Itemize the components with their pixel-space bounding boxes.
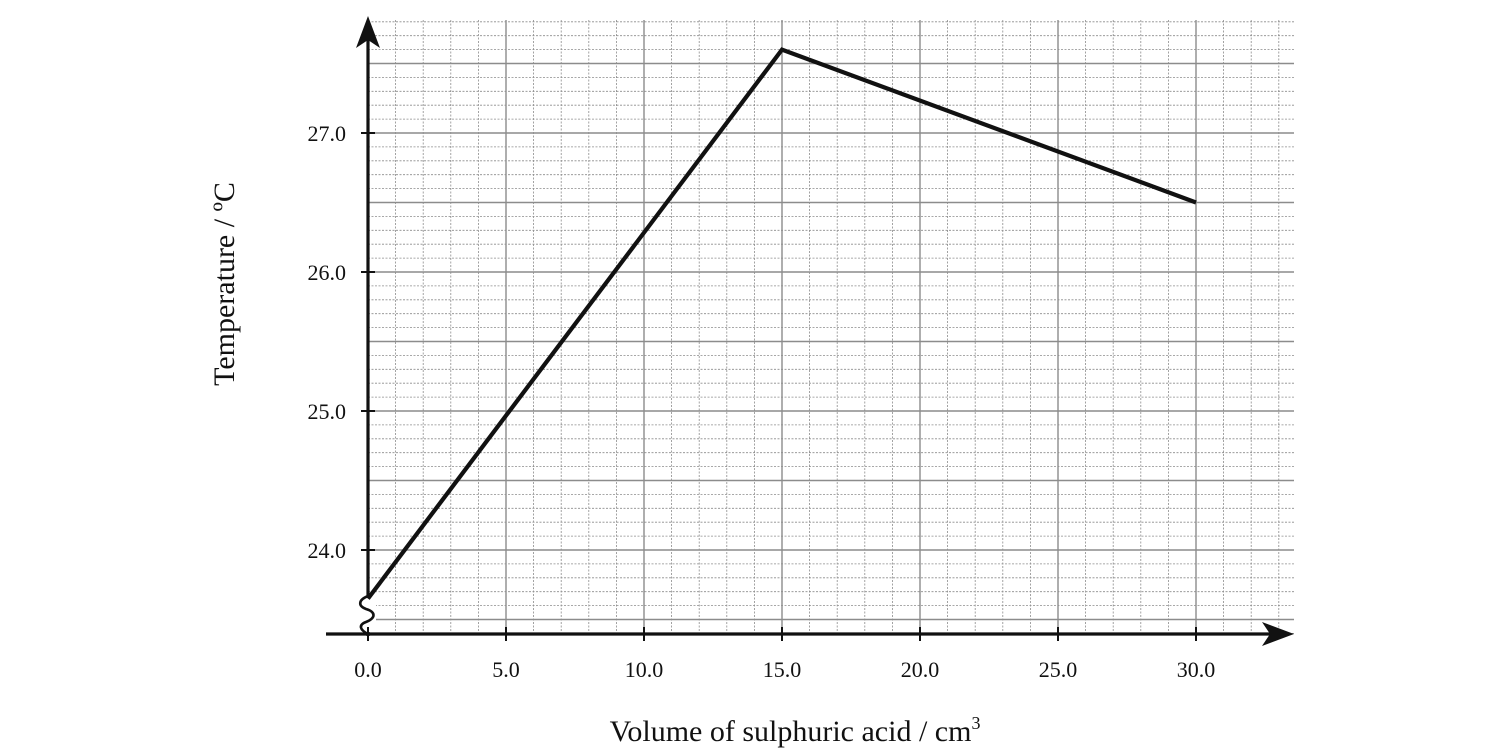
- x-tick-label: 30.0: [1177, 657, 1216, 682]
- axes: [326, 16, 1294, 646]
- y-tick-label: 25.0: [308, 399, 347, 424]
- y-axis-arrow: [356, 16, 380, 48]
- x-axis-title-text: Volume of sulphuric acid / cm: [610, 715, 972, 748]
- x-tick-label: 10.0: [625, 657, 664, 682]
- x-tick-label: 25.0: [1039, 657, 1078, 682]
- x-tick-label: 20.0: [901, 657, 940, 682]
- y-tick-label: 26.0: [308, 260, 347, 285]
- y-axis-break-symbol: [358, 594, 375, 636]
- y-tick-label: 27.0: [308, 121, 347, 146]
- tick-labels: 0.0 5.0 10.0 15.0 20.0 25.0 30.0 24.0 25.0 26.0 27…: [308, 121, 1216, 682]
- x-tick-label: 15.0: [763, 657, 802, 682]
- x-axis-title: Volume of sulphuric acid / cm3: [610, 713, 981, 748]
- x-axis-title-superscript: 3: [971, 713, 980, 733]
- x-axis-arrow: [1262, 622, 1294, 646]
- data-series: [366, 47, 1197, 600]
- grid: [367, 20, 1294, 634]
- x-tick-label: 0.0: [354, 657, 382, 682]
- y-tick-label: 24.0: [308, 538, 347, 563]
- y-axis-title: Temperature / ºC: [208, 182, 241, 386]
- x-tick-label: 5.0: [492, 657, 520, 682]
